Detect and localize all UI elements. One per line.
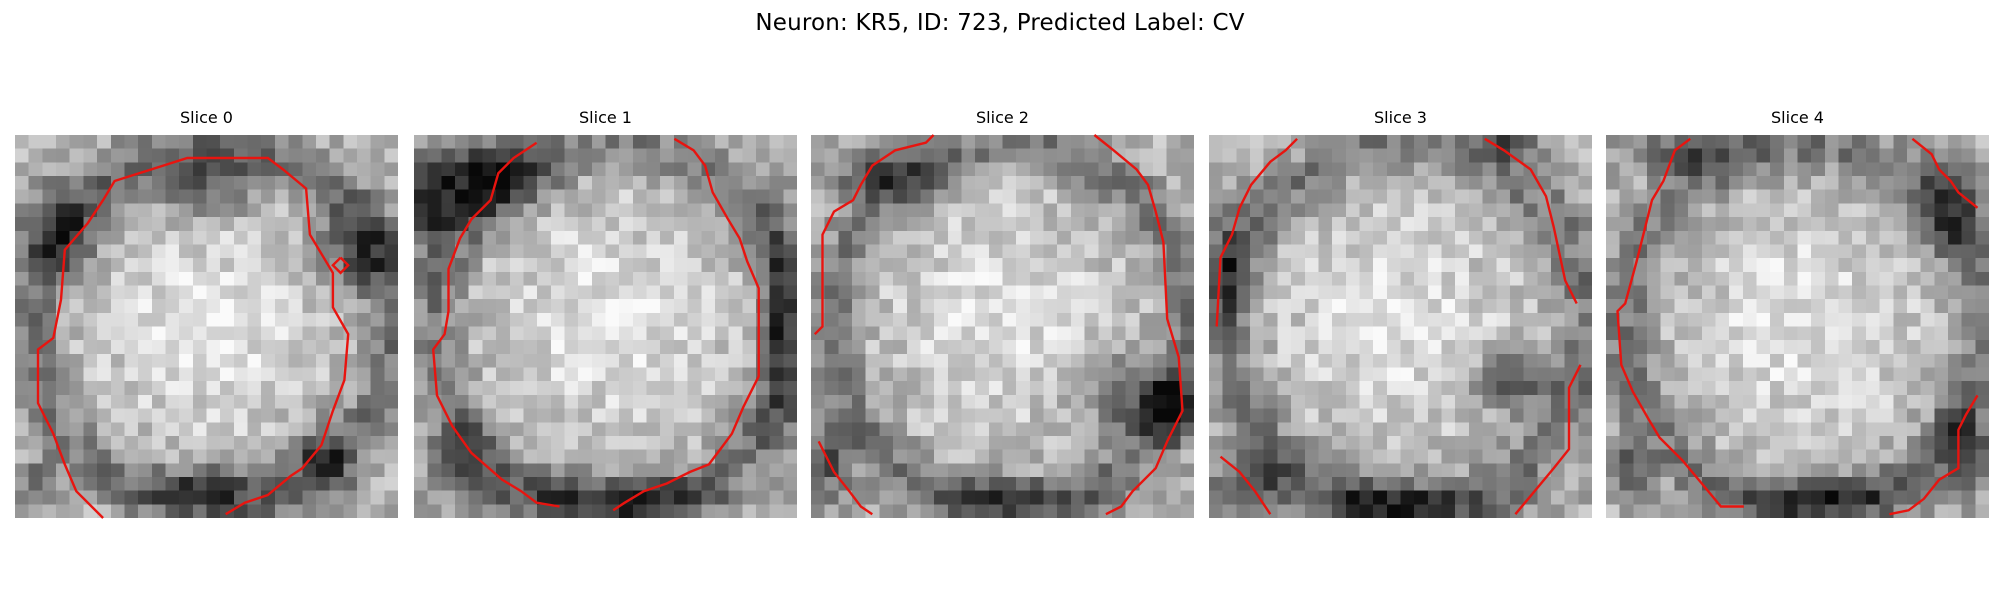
- slice-title: Slice 1: [579, 108, 632, 127]
- contour-line: [612, 137, 760, 512]
- contour-overlay: [36, 156, 350, 519]
- contour-line: [1889, 394, 1979, 516]
- contour-line: [1093, 134, 1184, 516]
- microscopy-slice-image: [15, 135, 398, 518]
- contour-overlay: [431, 137, 760, 512]
- slice-title: Slice 4: [1771, 108, 1824, 127]
- contour-overlay: [1215, 137, 1582, 515]
- microscopy-slice-image: [414, 135, 797, 518]
- contour-overlay: [1616, 137, 1979, 516]
- contour-line: [1911, 137, 1979, 209]
- slice-title: Slice 0: [180, 108, 233, 127]
- contour-line: [1484, 137, 1578, 305]
- contour-line: [431, 141, 560, 508]
- figure-title: Neuron: KR5, ID: 723, Predicted Label: C…: [755, 10, 1245, 36]
- microscopy-slice-image: [1606, 135, 1989, 518]
- slice-title: Slice 3: [1374, 108, 1427, 127]
- contour-line: [36, 156, 350, 519]
- contour-line: [1514, 364, 1582, 515]
- contour-line: [1616, 137, 1744, 508]
- microscopy-slice-image: [811, 135, 1194, 518]
- slice-title: Slice 2: [976, 108, 1029, 127]
- slice-panel-0: Slice 0: [15, 108, 398, 520]
- contour-line: [331, 256, 350, 275]
- contour-overlay: [813, 134, 1184, 516]
- contour-line: [1219, 455, 1272, 515]
- contour-line: [817, 440, 873, 516]
- slice-panel-1: Slice 1: [414, 108, 797, 520]
- slice-panel-4: Slice 4: [1606, 108, 1989, 520]
- contour-line: [813, 134, 935, 336]
- slice-panel-3: Slice 3: [1209, 108, 1592, 520]
- slice-panel-2: Slice 2: [811, 108, 1194, 520]
- contour-line: [1215, 137, 1298, 327]
- microscopy-slice-image: [1209, 135, 1592, 518]
